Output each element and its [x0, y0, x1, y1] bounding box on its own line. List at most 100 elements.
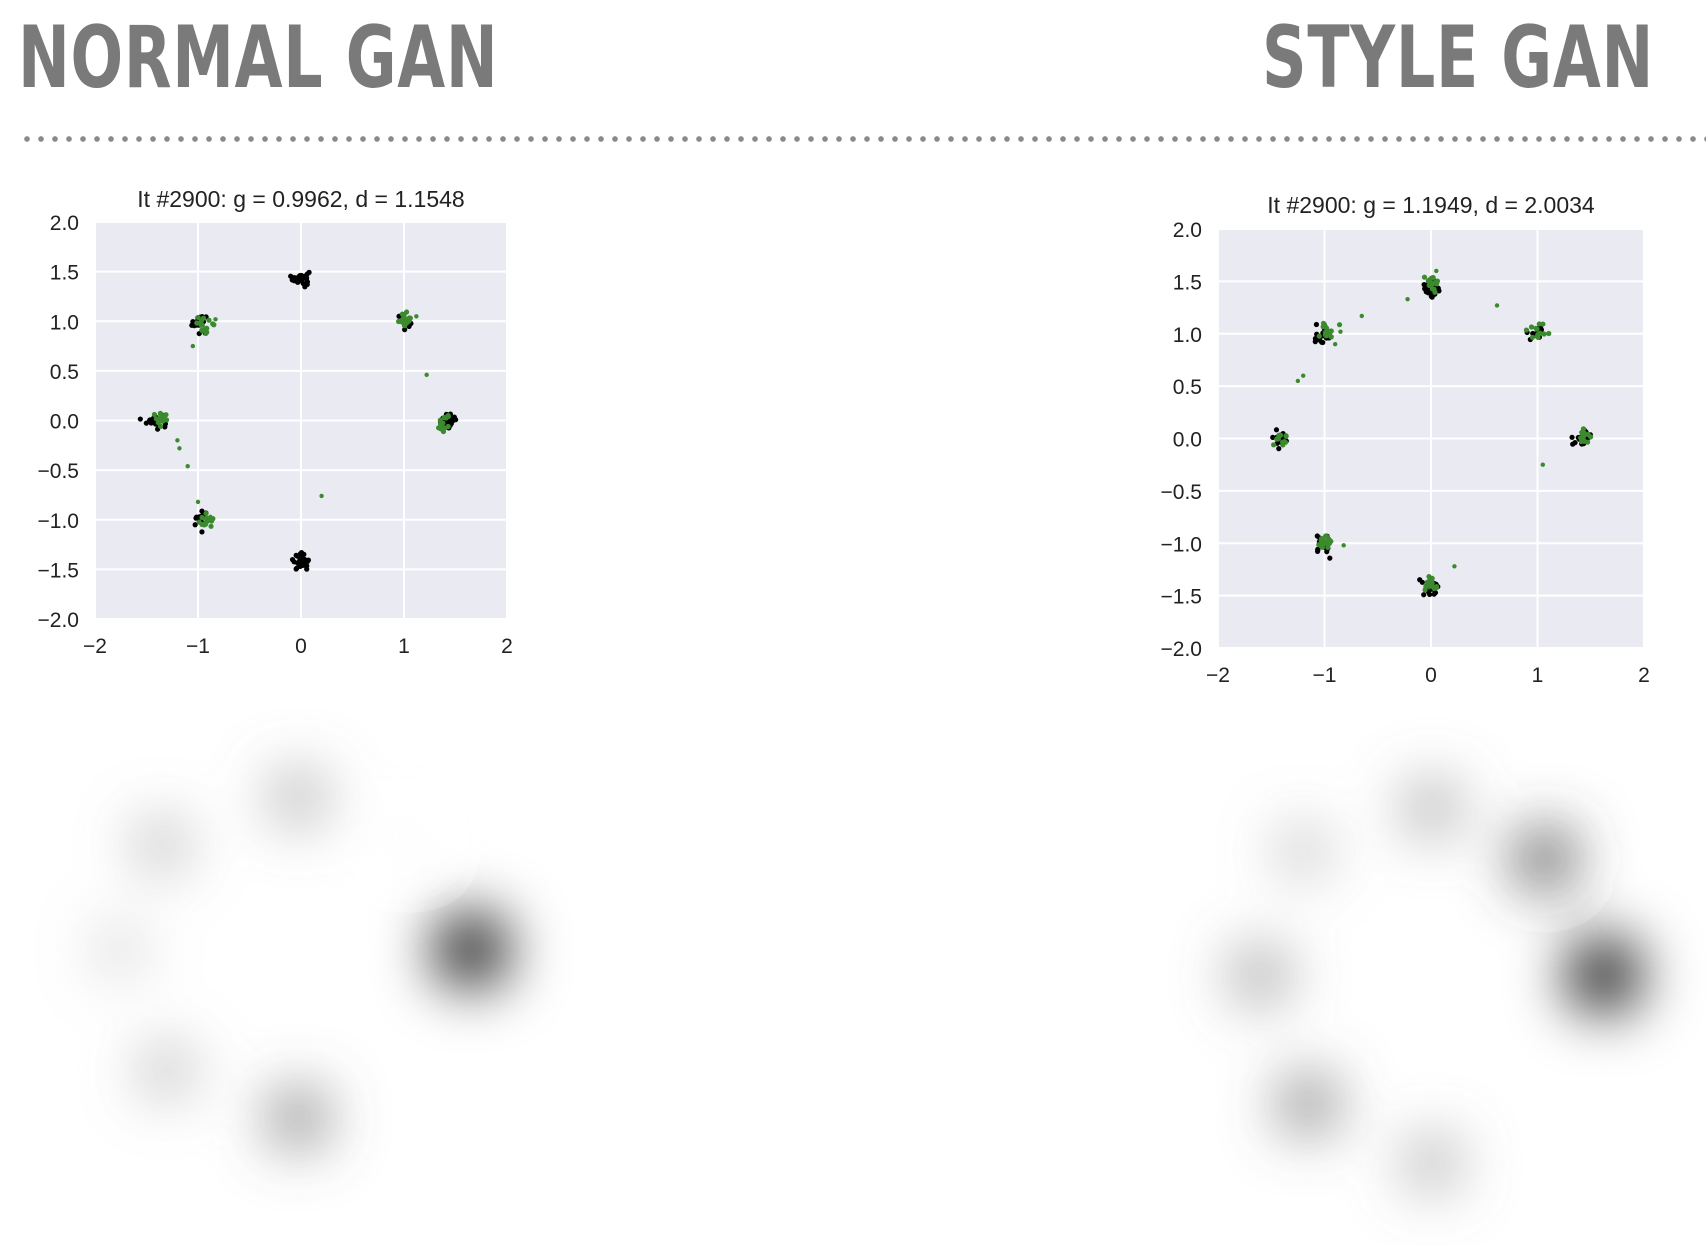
scatter-point — [1434, 268, 1439, 274]
scatter-point — [1432, 289, 1438, 295]
tick-labels: −2 −1 0 1 2 −2.0 −1.5 −1.0 −0.5 0.0 0.5 1.0 1.5 2.0 — [1161, 219, 1650, 687]
scatter-point — [196, 519, 202, 525]
y-tick-label: −1.5 — [1161, 586, 1202, 609]
scatter-point — [1426, 282, 1432, 288]
scatter-point — [305, 558, 311, 564]
dotted-divider — [20, 134, 1706, 144]
scatter-point — [1421, 274, 1428, 280]
x-tick-label: 2 — [501, 635, 513, 658]
y-tick-label: 1.0 — [50, 311, 79, 334]
scatter-point — [208, 523, 214, 529]
x-tick-label: 1 — [398, 635, 410, 658]
scatter-point — [1322, 332, 1328, 338]
normal-gan-scatter-chart: It #2900: g = 0.9962, d = 1.1548 −2 −1 0 1 2… — [38, 186, 513, 658]
y-tick-label: 1.5 — [1173, 271, 1202, 294]
tick-labels: −2 −1 0 1 2 −2.0 −1.5 −1.0 −0.5 0.0 0.5 1.0 1.5 2.0 — [38, 212, 513, 658]
scatter-point — [209, 518, 215, 524]
y-tick-label: −1.0 — [1161, 533, 1202, 556]
y-tick-label: −0.5 — [38, 460, 79, 483]
scatter-point — [1425, 278, 1431, 284]
scatter-point — [1276, 446, 1282, 452]
scatter-point — [1323, 540, 1329, 547]
scatter-point — [190, 343, 196, 349]
x-tick-label: −1 — [1313, 664, 1337, 687]
scatter-point — [1312, 339, 1318, 345]
density-blob — [273, 772, 323, 823]
scatter-point — [291, 559, 297, 565]
scatter-point — [1282, 439, 1289, 445]
density-blob — [270, 1090, 326, 1146]
density-blob — [1568, 939, 1640, 1011]
scatter-point — [402, 322, 408, 328]
scatter-point — [1530, 330, 1536, 337]
scatter-point — [1359, 313, 1364, 319]
scatter-point — [195, 314, 201, 321]
y-tick-label: 1.5 — [50, 262, 79, 285]
density-blob — [97, 928, 142, 972]
scatter-point — [1452, 564, 1457, 569]
scatter-point — [192, 522, 198, 528]
x-tick-label: 1 — [1532, 664, 1544, 687]
scatter-point — [175, 438, 180, 443]
density-blob — [1233, 948, 1287, 1002]
heading-style-gan: STYLE GAN — [1262, 8, 1655, 108]
scatter-point — [1528, 324, 1535, 330]
y-tick-label: 1.0 — [1173, 324, 1202, 347]
scatter-point — [1429, 575, 1435, 581]
scatter-point — [295, 275, 301, 281]
scatter-points — [1270, 268, 1594, 598]
scatter-point — [211, 322, 217, 328]
x-tick-label: 2 — [1638, 664, 1650, 687]
scatter-point — [158, 417, 164, 423]
scatter-point — [199, 508, 205, 514]
scatter-point — [177, 446, 182, 451]
scatter-point — [1326, 536, 1332, 542]
scatter-point — [1316, 337, 1323, 343]
y-tick-label: −1.5 — [38, 559, 79, 582]
scatter-point — [1494, 303, 1500, 308]
y-tick-label: 2.0 — [50, 212, 79, 235]
scatter-point — [199, 322, 205, 328]
y-tick-label: −1.0 — [38, 510, 79, 533]
scatter-point — [1436, 288, 1442, 294]
scatter-point — [1534, 326, 1540, 332]
scatter-point — [199, 514, 205, 521]
scatter-point — [400, 317, 406, 324]
scatter-point — [1546, 330, 1552, 337]
chart-title: It #2900: g = 0.9962, d = 1.1548 — [137, 186, 464, 212]
scatter-point — [424, 372, 429, 378]
x-tick-label: 0 — [1425, 664, 1437, 687]
scatter-point — [445, 413, 451, 420]
scatter-point — [208, 514, 213, 519]
scatter-point — [1580, 426, 1587, 432]
x-tick-label: −1 — [186, 635, 210, 658]
scatter-point — [1327, 555, 1333, 561]
scatter-point — [1341, 543, 1346, 548]
x-tick-label: −2 — [1206, 664, 1230, 687]
scatter-point — [148, 420, 154, 426]
scatter-point — [1313, 321, 1320, 328]
scatter-point — [1434, 281, 1440, 287]
scatter-point — [1540, 321, 1546, 327]
scatter-point — [1271, 442, 1277, 448]
style-gan-density-map — [1233, 782, 1640, 1189]
density-blob — [435, 914, 508, 986]
scatter-point — [189, 322, 195, 328]
scatter-point — [406, 318, 412, 324]
scatter-point — [151, 411, 157, 418]
scatter-point — [1428, 580, 1434, 586]
chart-title: It #2900: g = 1.1949, d = 2.0034 — [1267, 192, 1595, 218]
scatter-point — [157, 411, 164, 417]
generated-samples — [1271, 268, 1594, 593]
scatter-point — [213, 317, 218, 322]
heading-normal-gan: NORMAL GAN — [18, 8, 499, 108]
scatter-point — [1315, 547, 1321, 553]
scatter-point — [402, 327, 408, 333]
scatter-point — [206, 317, 212, 323]
scatter-point — [157, 423, 164, 429]
scatter-point — [1295, 378, 1301, 384]
scatter-point — [153, 416, 159, 422]
scatter-point — [437, 426, 443, 431]
scatter-point — [1338, 329, 1343, 334]
